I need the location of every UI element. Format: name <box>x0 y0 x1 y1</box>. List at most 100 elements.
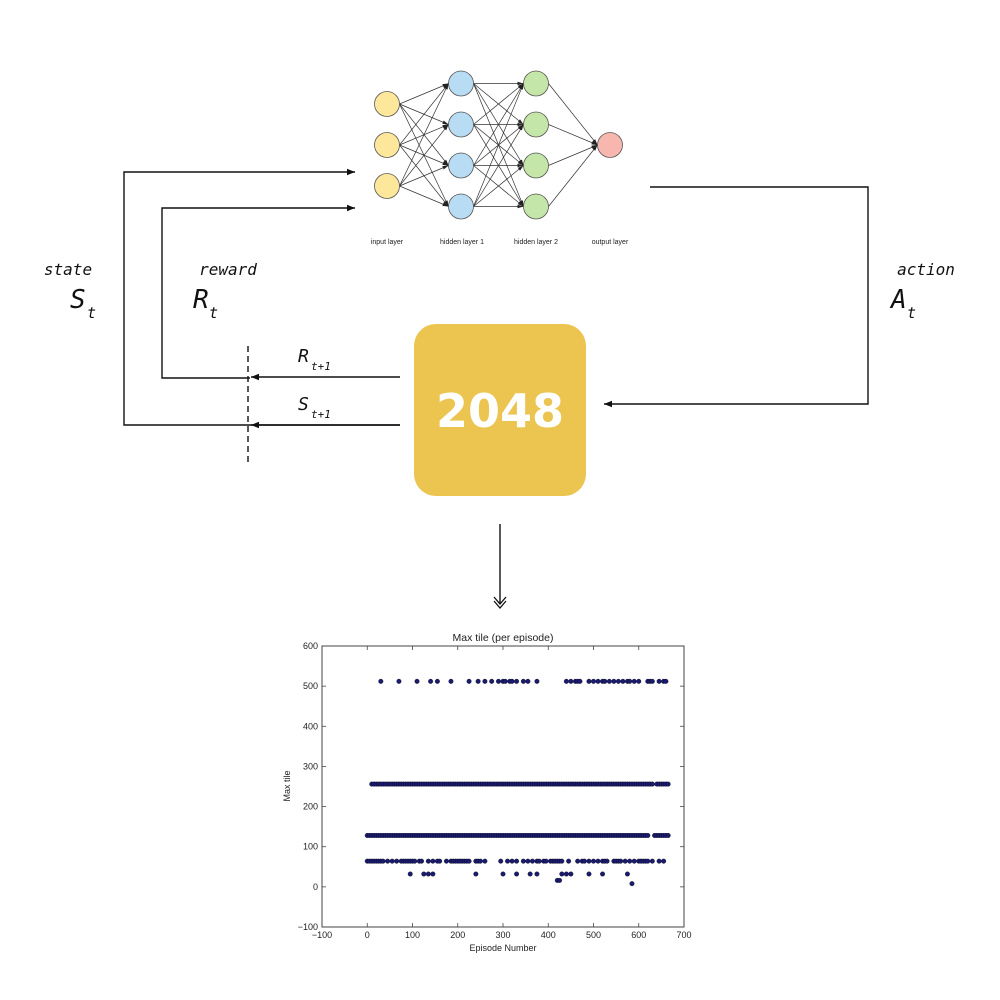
network-layer-labels: input layer hidden layer 1 hidden layer … <box>371 239 629 246</box>
data-point <box>618 858 624 864</box>
data-point <box>536 858 542 864</box>
neuron-layer2-1 <box>523 111 549 138</box>
data-point <box>582 858 587 864</box>
data-point <box>566 858 572 864</box>
data-point <box>425 871 431 877</box>
data-point <box>649 781 655 787</box>
data-point <box>412 858 418 864</box>
data-point <box>514 678 520 684</box>
reward-symbol: R t <box>193 285 218 322</box>
data-point <box>525 678 531 684</box>
neuron-layer1-0 <box>448 70 474 97</box>
neuron-layer3-0 <box>597 132 623 158</box>
neuron-layer1-1 <box>448 111 474 138</box>
data-point <box>620 678 626 684</box>
layer-label-output: output layer <box>592 239 629 246</box>
data-point <box>489 678 495 684</box>
y-axis-ticks: −100 0 100 200 300 400 500 600 <box>298 641 684 932</box>
reward-symbol-subscript: t <box>209 304 218 322</box>
data-point <box>586 871 592 877</box>
y-tick-label: 100 <box>303 842 318 852</box>
tile-label: 2048 <box>436 384 564 438</box>
data-point <box>595 858 601 864</box>
connection-l1-1-0 <box>473 83 524 125</box>
neuron-layer0-0 <box>374 91 400 117</box>
data-point <box>568 871 574 877</box>
layer-label-hidden-2: hidden layer 2 <box>514 239 558 246</box>
data-point <box>477 858 483 864</box>
data-point <box>509 678 515 684</box>
data-point <box>615 678 621 684</box>
data-point <box>649 678 655 684</box>
network-nodes <box>374 70 623 220</box>
data-point <box>514 858 520 864</box>
neuron-layer0-2 <box>374 173 400 199</box>
data-point <box>498 858 504 864</box>
neuron-layer2-2 <box>523 152 549 179</box>
data-point <box>520 678 526 684</box>
data-point <box>611 678 617 684</box>
action-arrow <box>604 186 869 408</box>
neuron-layer2-3 <box>523 193 549 220</box>
data-point <box>466 678 472 684</box>
data-point <box>663 678 669 684</box>
next-state-letter: S <box>298 394 309 415</box>
neuron-layer0-1 <box>374 132 400 158</box>
data-point <box>586 678 592 684</box>
data-point <box>627 678 633 684</box>
data-point <box>428 678 434 684</box>
x-tick-label: 600 <box>631 930 646 940</box>
x-tick-label: 400 <box>541 930 556 940</box>
chart-title: Max tile (per episode) <box>453 632 554 644</box>
x-tick-label: 500 <box>586 930 601 940</box>
x-axis-ticks: −100 0 100 200 300 400 500 600 700 <box>312 646 692 940</box>
data-point <box>389 858 395 864</box>
data-point <box>557 877 563 883</box>
data-point <box>482 858 488 864</box>
data-point <box>622 858 628 864</box>
data-point <box>636 678 642 684</box>
data-point <box>394 858 400 864</box>
layer-label-hidden-1: hidden layer 1 <box>440 239 484 246</box>
data-point <box>559 858 565 864</box>
connection-l0-2-0 <box>399 83 449 187</box>
data-point <box>604 858 610 864</box>
connection-l1-3-2 <box>473 165 524 207</box>
max-tile-chart: Max tile (per episode) −100 0 100 200 300 400… <box>282 632 692 953</box>
data-point <box>430 858 436 864</box>
connection-l2-0-0 <box>548 83 598 146</box>
connection-l1-3-0 <box>473 83 524 207</box>
reward-label: reward <box>199 260 257 279</box>
tile-background <box>414 324 586 496</box>
game-tile-2048: 2048 <box>414 324 586 496</box>
data-point <box>575 858 581 864</box>
data-point <box>500 871 506 877</box>
next-reward-letter: R <box>298 346 309 367</box>
data-point <box>525 858 531 864</box>
data-point <box>378 678 384 684</box>
action-symbol-subscript: t <box>907 304 916 322</box>
data-point <box>527 871 533 877</box>
connection-l2-2-0 <box>548 144 598 166</box>
data-point <box>656 678 662 684</box>
data-point <box>437 858 443 864</box>
data-point <box>482 678 488 684</box>
connection-l2-1-0 <box>548 124 598 146</box>
data-point <box>385 858 391 864</box>
next-reward-subscript: t+1 <box>311 360 331 373</box>
data-point <box>586 858 592 864</box>
neuron-layer1-2 <box>448 152 474 179</box>
connection-l0-2-2 <box>399 165 449 187</box>
layer-label-input: input layer <box>371 239 404 246</box>
data-point <box>380 858 386 864</box>
data-point <box>505 858 510 864</box>
network-connections <box>399 81 598 209</box>
neuron-layer2-0 <box>523 70 549 97</box>
connection-l1-3-1 <box>473 124 524 207</box>
x-tick-label: 300 <box>495 930 510 940</box>
x-tick-label: 0 <box>365 930 370 940</box>
connection-l0-2-3 <box>399 185 449 207</box>
data-point <box>434 678 440 684</box>
data-point <box>631 678 637 684</box>
x-axis-label: Episode Number <box>469 943 536 953</box>
